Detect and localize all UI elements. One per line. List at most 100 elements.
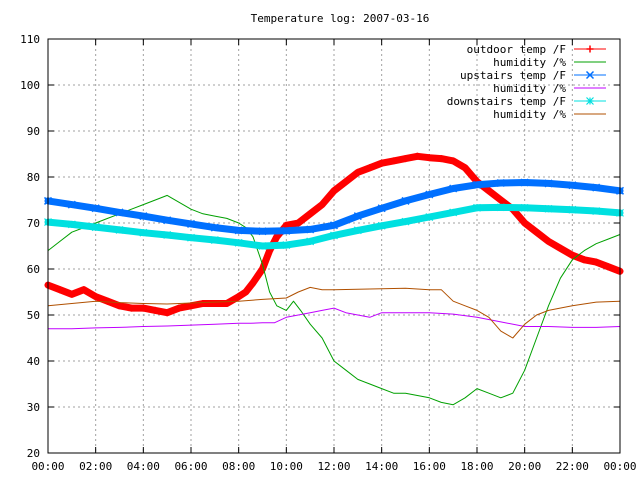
data-point (449, 184, 458, 193)
data-point (568, 251, 576, 259)
data-point (390, 157, 398, 165)
data-point (306, 237, 315, 246)
data-point (163, 216, 172, 225)
x-tick-label: 12:00 (317, 460, 350, 473)
data-point (163, 231, 172, 239)
data-point (56, 286, 64, 294)
data-point (533, 228, 541, 236)
series-humidity-3 (47, 307, 621, 330)
data-point (306, 225, 315, 234)
x-tick-label: 00:00 (603, 460, 636, 473)
y-tick-label: 40 (27, 355, 40, 368)
legend-marker (586, 45, 594, 53)
data-point (580, 256, 588, 264)
data-series (43, 152, 625, 406)
data-point (342, 178, 350, 186)
data-point (497, 196, 505, 204)
data-point (556, 244, 564, 252)
series-humidity-1 (47, 194, 621, 406)
data-point (330, 187, 338, 195)
x-tick-label: 16:00 (413, 460, 446, 473)
data-point (151, 306, 159, 314)
data-point (592, 258, 600, 266)
data-point (449, 157, 457, 165)
data-point (139, 212, 148, 221)
data-point (520, 178, 529, 187)
data-point (496, 178, 505, 188)
data-point (592, 207, 601, 215)
data-point (249, 279, 257, 287)
data-point (139, 304, 147, 312)
y-tick-label: 80 (27, 171, 40, 184)
y-axis-tick-labels: 20 30 40 50 60 70 80 90 100 110 (20, 33, 40, 460)
data-point (461, 164, 469, 172)
series-humidity-5 (47, 286, 621, 339)
data-point (402, 155, 409, 163)
data-point (353, 226, 362, 235)
data-point (163, 309, 171, 317)
x-tick-label: 06:00 (174, 460, 207, 473)
data-point (604, 263, 612, 271)
x-tick-label: 22:00 (556, 460, 589, 473)
data-point (282, 241, 291, 250)
legend-entry-4: downstairs temp /F (447, 95, 606, 108)
series-line (47, 194, 621, 406)
data-point (329, 221, 339, 230)
data-point (187, 233, 195, 242)
x-tick-label: 20:00 (508, 460, 541, 473)
x-tick-label: 10:00 (270, 460, 303, 473)
data-point (437, 155, 445, 163)
legend-label: humidity /% (493, 108, 566, 121)
legend-label: downstairs temp /F (447, 95, 566, 108)
data-point (354, 168, 362, 176)
legend-entry-1: humidity /% (493, 56, 606, 69)
y-tick-label: 70 (27, 217, 40, 230)
data-point (544, 204, 553, 213)
data-point (242, 288, 250, 296)
y-tick-label: 30 (27, 401, 40, 414)
data-point (401, 217, 410, 226)
data-point (449, 208, 458, 217)
legend-entry-3: humidity /% (493, 82, 606, 95)
legend-label: humidity /% (493, 82, 566, 95)
x-axis-tick-labels: 00:00 02:00 04:00 06:00 08:00 10:00 12:00 14:00… (31, 460, 636, 473)
data-point (592, 183, 601, 192)
legend-entry-2: upstairs temp /F (460, 69, 606, 82)
data-point (116, 302, 123, 310)
x-tick-label: 02:00 (79, 460, 112, 473)
data-point (234, 238, 243, 247)
data-point (282, 226, 291, 235)
data-point (259, 265, 266, 273)
data-point (306, 210, 314, 218)
data-point (80, 286, 88, 294)
data-point (91, 223, 100, 232)
x-tick-label: 18:00 (460, 460, 493, 473)
series-outdoor-temp-f-0 (44, 152, 624, 317)
x-tick-label: 14:00 (365, 460, 398, 473)
legend-marker (585, 70, 595, 80)
data-point (210, 223, 219, 232)
data-point (68, 290, 76, 298)
data-point (353, 212, 362, 221)
y-tick-label: 90 (27, 125, 40, 138)
data-point (211, 300, 219, 307)
legend-label: outdoor temp /F (467, 43, 566, 56)
data-point (92, 293, 100, 301)
data-point (401, 196, 410, 205)
data-point (258, 242, 267, 250)
y-tick-label: 50 (27, 309, 40, 322)
data-point (485, 187, 493, 195)
legend-entry-0: outdoor temp /F (467, 43, 606, 56)
data-point (413, 152, 421, 160)
data-point (377, 204, 386, 213)
data-point (496, 203, 505, 212)
data-point (425, 190, 434, 199)
data-point (258, 227, 267, 236)
y-tick-label: 100 (20, 79, 40, 92)
data-point (234, 226, 243, 235)
data-point (521, 219, 529, 227)
x-tick-label: 00:00 (31, 460, 64, 473)
data-point (318, 201, 326, 209)
data-point (568, 181, 577, 190)
